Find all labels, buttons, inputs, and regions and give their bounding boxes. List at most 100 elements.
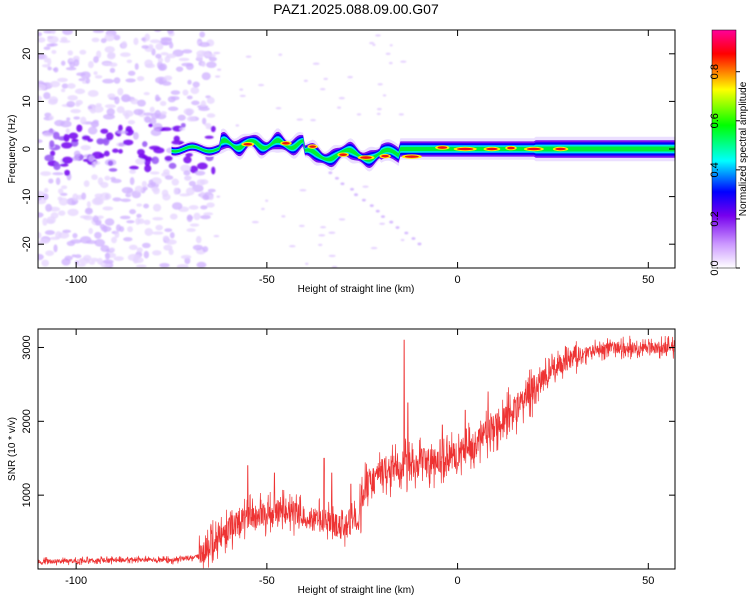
snr-y-axis: 1000 2000 3000 (21, 335, 675, 507)
snr-y-label: SNR (10 * v/v) (7, 417, 18, 481)
spectrogram-blob (96, 50, 102, 59)
spectrogram-blob (361, 198, 366, 202)
spectrogram-blob (80, 145, 91, 151)
spectrogram-blob (208, 194, 214, 201)
spectrogram-blob (152, 217, 164, 221)
spectrogram-blob (51, 30, 56, 35)
spectrogram-blob (87, 89, 99, 97)
spectrogram-blob (129, 165, 139, 170)
spectrogram-blob (104, 218, 115, 226)
spectrogram-blob (388, 61, 393, 65)
spectrogram-blob (417, 242, 422, 246)
spectrogram-blob (160, 111, 167, 116)
spectrogram-y-tick-label: 20 (21, 48, 33, 60)
spectrogram-x-tick-label: 0 (455, 274, 461, 286)
spectrogram-blob (203, 212, 214, 216)
spectrogram-blob (155, 96, 162, 102)
spectrogram-blob (189, 223, 200, 227)
spectrogram-blob (186, 116, 197, 122)
spectrogram-blob (143, 112, 154, 116)
spectrogram-blob (68, 132, 79, 140)
spectrogram-band-layer (171, 138, 675, 162)
spectrogram-blob (70, 239, 82, 244)
colorbar: 0.0 0.2 0.4 0.6 0.8 Normalized spectral ampl… (709, 29, 749, 276)
spectrogram-blob (204, 123, 212, 127)
spectrogram-blob (206, 96, 215, 104)
snr-marks (38, 335, 675, 569)
spectrogram-blob (66, 100, 76, 108)
spectrogram-blob (188, 205, 199, 210)
spectrogram-blob (100, 226, 112, 232)
spectrogram-x-tick-label: -50 (259, 274, 275, 286)
spectrogram-blob (328, 171, 333, 175)
spectrogram-core (507, 146, 515, 150)
spectrogram-blob (142, 186, 148, 191)
spectrogram-blob (211, 166, 216, 175)
spectrogram-blob (164, 175, 174, 180)
spectrogram-blob (43, 187, 49, 193)
snr-y-tick-label: 1000 (21, 483, 33, 507)
spectrogram-blob (113, 77, 121, 84)
spectrogram-blob (44, 154, 55, 162)
spectrogram-blob (201, 61, 206, 67)
spectrogram-blob (204, 135, 214, 139)
spectrogram-core (360, 156, 372, 159)
spectrogram-blob (104, 175, 111, 181)
spectrogram-blob (208, 56, 217, 62)
spectrogram-blob (102, 78, 115, 84)
spectrogram-blob (64, 255, 73, 261)
spectrogram-blob (151, 156, 159, 165)
spectrogram-blob (183, 108, 195, 116)
spectrogram-blob (151, 231, 164, 235)
spectrogram-blob (200, 100, 207, 108)
colorbar-tick-label: 0.2 (709, 211, 721, 226)
spectrogram-blob (111, 236, 117, 244)
spectrogram-blob (107, 93, 116, 99)
spectrogram-blob (411, 237, 416, 240)
spectrogram-blob (158, 78, 164, 85)
spectrogram-blob (354, 193, 359, 197)
spectrogram-blob (323, 77, 328, 81)
spectrogram-blob (61, 83, 69, 89)
spectrogram-blob (134, 63, 139, 70)
spectrogram-blob (129, 209, 136, 215)
spectrogram-blob (312, 62, 320, 65)
colorbar-tick-label: 0.6 (709, 113, 721, 128)
spectrogram-blob (144, 158, 151, 166)
spectrogram-blob (356, 113, 362, 116)
snr-x-tick-label: 50 (642, 575, 654, 587)
spectrogram-blob (67, 95, 78, 101)
spectrogram-blob (66, 83, 76, 89)
spectrogram-y-axis: 20 10 0 -10 -20 (21, 48, 675, 252)
spectrogram-blob (107, 160, 114, 166)
spectrogram-blob (202, 117, 207, 125)
spectrogram-blob (152, 250, 162, 256)
spectrogram-blob (105, 252, 110, 260)
spectrogram-blob (377, 83, 383, 86)
spectrogram-blob (45, 250, 55, 256)
spectrogram-blob (47, 98, 58, 105)
spectrogram-core (282, 141, 290, 145)
spectrogram-blob (87, 126, 98, 135)
spectrogram-blob (91, 37, 100, 43)
snr-x-tick-label: 0 (455, 575, 461, 587)
spectrogram-blob (136, 247, 143, 253)
spectrogram-x-tick-label: -100 (65, 274, 87, 286)
spectrogram-blob (206, 61, 217, 69)
snr-series-line (38, 335, 675, 569)
spectrogram-blob (67, 50, 74, 56)
spectrogram-blob (47, 57, 52, 66)
spectrogram-blob (181, 62, 194, 67)
spectrogram-blob (128, 244, 138, 250)
colorbar-tick-label: 0.8 (709, 64, 721, 79)
spectrogram-blob (332, 265, 338, 268)
spectrogram-blob (48, 115, 54, 121)
spectrogram-blob (94, 75, 103, 79)
spectrogram-blob (148, 123, 153, 128)
spectrogram-blob (85, 77, 91, 84)
spectrogram-blob (40, 171, 52, 176)
spectrogram-blob (337, 106, 342, 109)
spectrogram-blob (42, 217, 48, 226)
spectrogram-blob (41, 64, 51, 68)
spectrogram-blob (81, 135, 91, 141)
